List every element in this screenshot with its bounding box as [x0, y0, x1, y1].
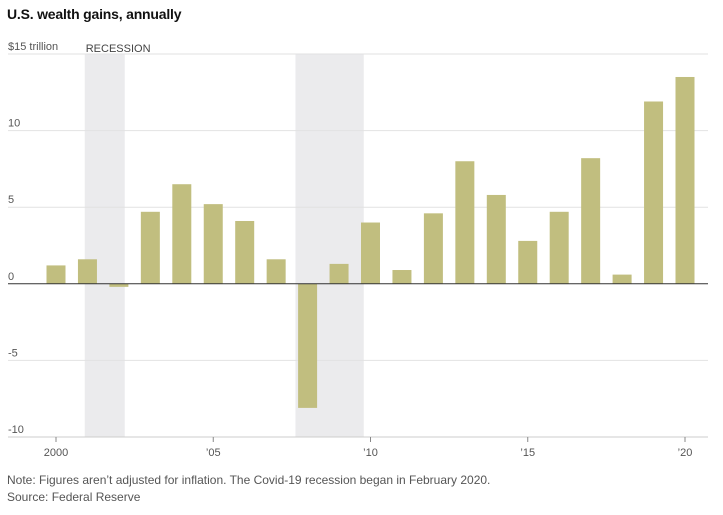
bar-2019 — [644, 101, 664, 284]
bar-2010 — [361, 222, 380, 284]
x-tick-label: ’20 — [678, 447, 693, 459]
y-tick-label: -10 — [8, 424, 24, 436]
bar-2006 — [235, 220, 255, 284]
bar-2012 — [423, 213, 443, 284]
y-tick-label: -5 — [8, 347, 18, 359]
x-tick-label: 2000 — [44, 447, 68, 459]
y-tick-label: 10 — [8, 118, 20, 130]
y-axis-ticks: $15 trillion 10 5 0 -5 -10 — [8, 41, 58, 436]
bar-2001 — [77, 259, 97, 284]
bar-2020 — [675, 76, 695, 284]
bar-2017 — [581, 158, 601, 284]
footnote: Note: Figures aren’t adjusted for inflat… — [7, 472, 490, 506]
recession-band-1 — [84, 54, 125, 437]
y-tick-label: 0 — [8, 271, 14, 283]
bar-2016 — [549, 211, 569, 284]
bar-2007 — [266, 259, 286, 284]
bar-2018 — [612, 274, 632, 284]
bar-2009 — [329, 263, 349, 284]
y-tick-label: 5 — [8, 194, 14, 206]
bar-2003 — [140, 211, 160, 284]
bar-2005 — [203, 204, 223, 284]
note-text: Note: Figures aren’t adjusted for inflat… — [7, 473, 491, 487]
recession-label: RECESSION — [86, 43, 151, 55]
bar-2002 — [109, 283, 129, 287]
bars — [46, 76, 695, 408]
bar-2008 — [298, 283, 318, 408]
recession-shading-layer — [84, 54, 364, 437]
bar-2011 — [392, 270, 412, 284]
x-tick-label: ’05 — [206, 447, 221, 459]
bar-2015 — [518, 240, 538, 284]
x-tick-label: ’10 — [363, 447, 378, 459]
x-tick-label: ’15 — [520, 447, 535, 459]
gridlines — [8, 53, 708, 438]
source-text: Source: Federal Reserve — [7, 490, 141, 504]
bar-2004 — [172, 184, 192, 284]
bar-2000 — [46, 265, 66, 284]
x-axis-ticks: 2000 ’05 ’10 ’15 ’20 — [44, 437, 693, 459]
y-tick-label: $15 trillion — [8, 41, 58, 53]
bar-2013 — [455, 161, 475, 284]
bar-2014 — [486, 194, 506, 284]
chart-title: U.S. wealth gains, annually — [7, 6, 182, 22]
